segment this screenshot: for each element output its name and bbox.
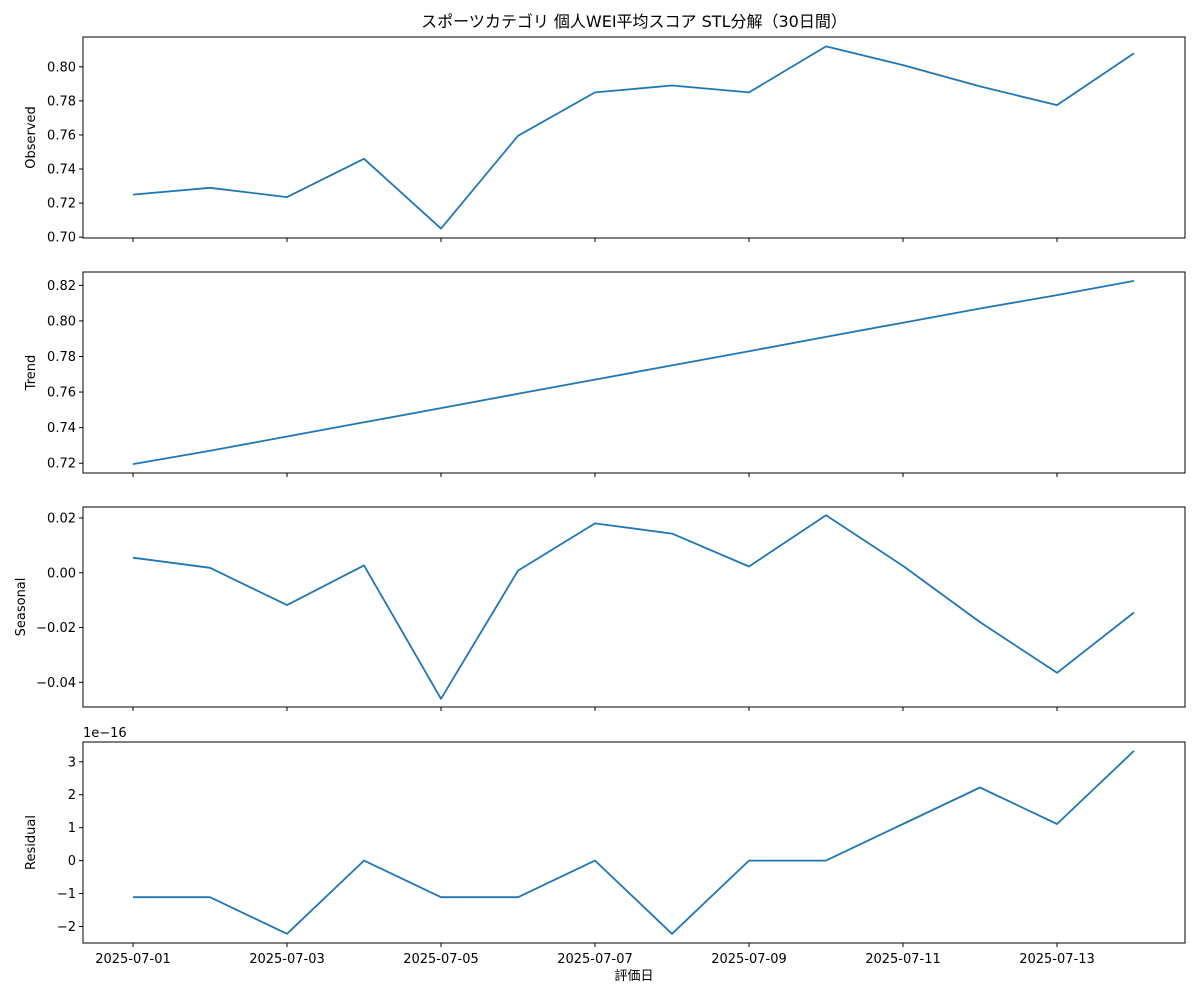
y-tick-label: 0 — [68, 854, 76, 869]
panels: 0.70 0.72 0.74 0.76 0.78 0.80 Observed 0.72 0.74… — [14, 36, 1186, 967]
y-tick-label: 0.70 — [47, 231, 76, 246]
y-tick-label: −0.04 — [36, 676, 76, 691]
panel-trend: 0.72 0.74 0.76 0.78 0.80 0.82 Trend — [24, 271, 1186, 477]
panel-frame — [82, 36, 1186, 239]
panel-seasonal: 0.02 0.00 −0.02 −0.04 Seasonal — [14, 506, 1186, 711]
panel-observed: 0.70 0.72 0.74 0.76 0.78 0.80 Observed — [24, 36, 1186, 246]
y-axis-label: Observed — [24, 106, 39, 169]
y-tick-label: 0.80 — [47, 314, 76, 329]
x-tick-label: 2025-07-07 — [557, 952, 633, 967]
y-offset-label: 1e−16 — [83, 726, 127, 741]
y-tick-label: 1 — [68, 821, 76, 836]
x-tick-label: 2025-07-03 — [249, 952, 325, 967]
panel-frame — [82, 271, 1186, 474]
y-tick-label: 0.72 — [47, 197, 76, 212]
panel-frame — [82, 741, 1186, 944]
y-tick-label: −1 — [57, 887, 76, 902]
x-tick-label: 2025-07-11 — [865, 952, 941, 967]
series-line-trend — [132, 280, 1135, 465]
y-tick-label: 0.78 — [47, 350, 76, 365]
y-tick-label: 0.74 — [47, 163, 76, 178]
y-tick-label: 0.76 — [47, 386, 76, 401]
y-tick-label: 2 — [68, 788, 76, 803]
y-tick-label: 0.00 — [47, 566, 76, 581]
y-axis-label: Residual — [24, 815, 39, 870]
y-tick-label: 0.72 — [47, 457, 76, 472]
y-axis-label: Seasonal — [14, 578, 29, 637]
chart-title: スポーツカテゴリ 個人WEI平均スコア STL分解（30日間） — [421, 12, 847, 31]
panel-residual: 3 2 1 0 −1 −2 Residual 2025-07-01 2025-07-03 2025… — [24, 726, 1186, 967]
series-line-seasonal — [132, 514, 1135, 700]
y-tick-label: 0.80 — [47, 60, 76, 75]
x-tick-label: 2025-07-13 — [1019, 952, 1095, 967]
y-tick-label: 0.74 — [47, 421, 76, 436]
series-line-observed — [132, 45, 1135, 230]
series-line-residual — [133, 750, 1135, 935]
y-tick-label: 0.82 — [47, 279, 76, 294]
x-tick-label: 2025-07-09 — [711, 952, 787, 967]
y-tick-label: −2 — [57, 920, 76, 935]
y-tick-label: 3 — [68, 755, 76, 770]
y-tick-label: −0.02 — [36, 621, 76, 636]
y-tick-label: 0.78 — [47, 94, 76, 109]
y-tick-label: 0.76 — [47, 128, 76, 143]
x-tick-label: 2025-07-01 — [95, 952, 171, 967]
y-tick-label: 0.02 — [47, 511, 76, 526]
panel-frame — [82, 506, 1186, 708]
x-tick-label: 2025-07-05 — [403, 952, 479, 967]
y-axis-label: Trend — [24, 355, 39, 392]
x-axis-label: 評価日 — [614, 969, 653, 984]
